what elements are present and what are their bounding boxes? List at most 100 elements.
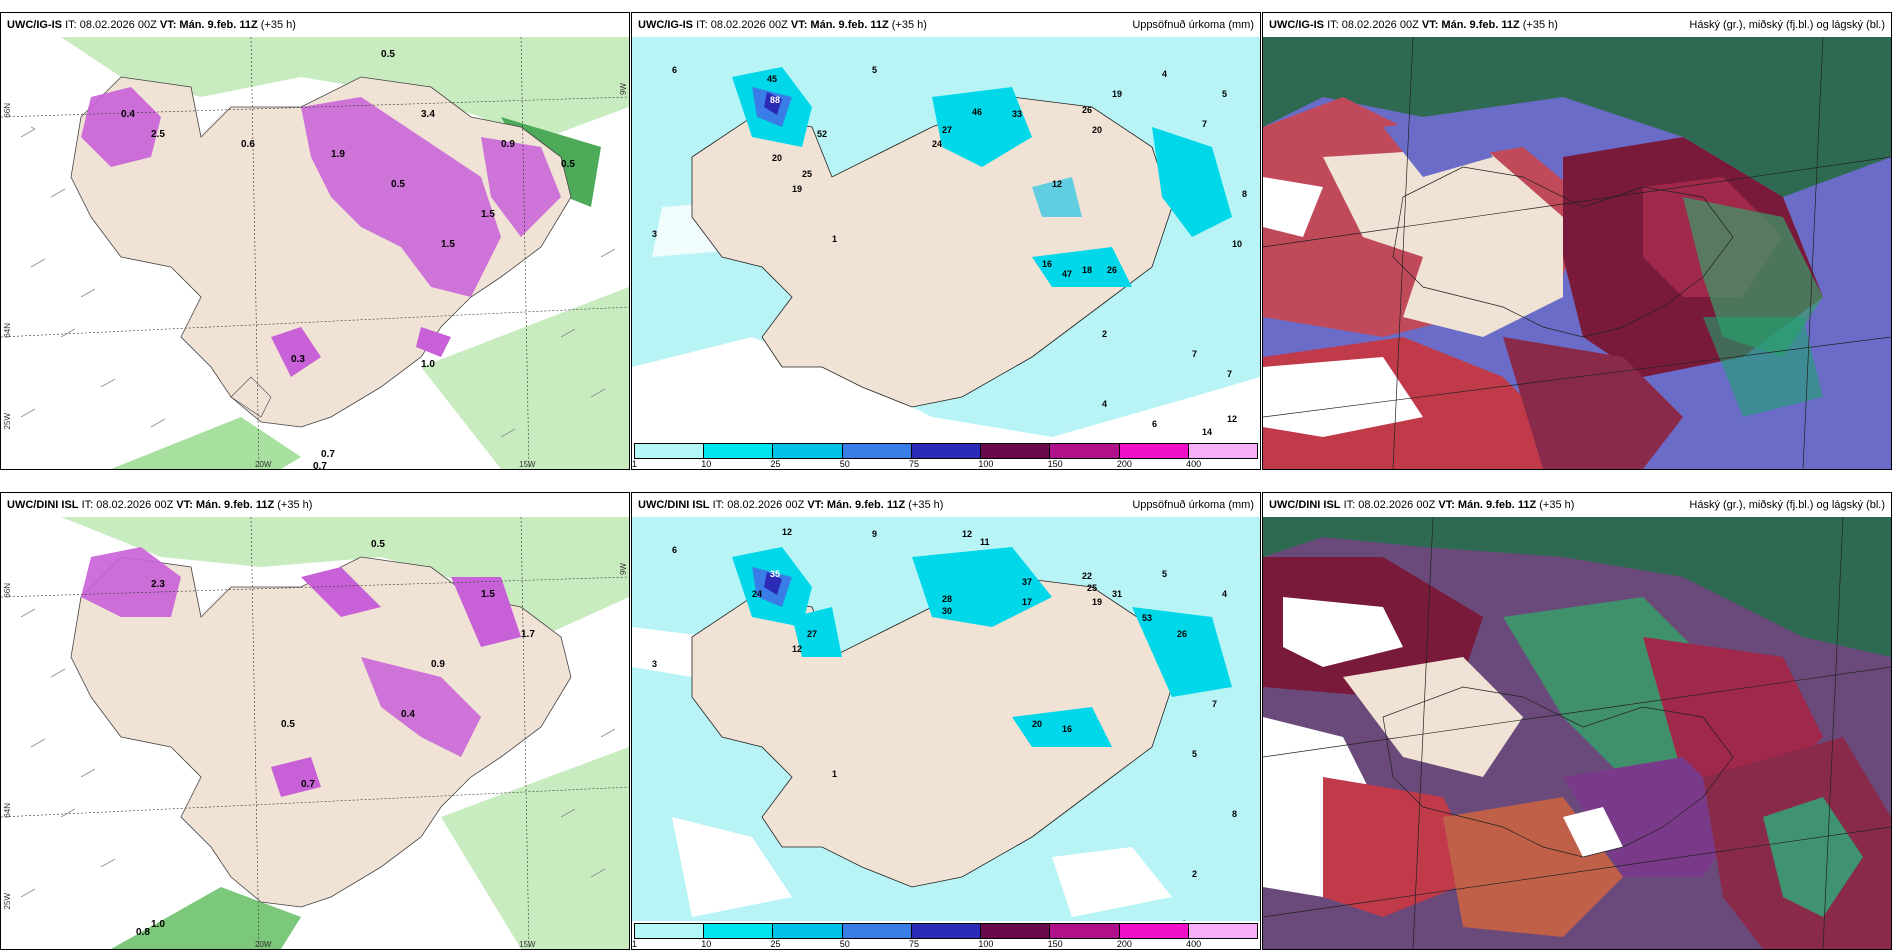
lon-label-20w: 20W (255, 460, 272, 469)
value-label: 19 (1112, 89, 1122, 99)
legend-color-bar (634, 923, 1258, 939)
legend-swatch (1050, 444, 1120, 458)
value-label: 6 (672, 545, 677, 555)
valid-time-label: VT: (807, 499, 824, 511)
value-label: 12 (792, 644, 802, 654)
legend-swatch (1188, 924, 1257, 938)
map-area (1263, 37, 1891, 469)
legend-swatch (842, 924, 912, 938)
lon-label-20w: 20W (255, 940, 272, 949)
value-label: 0.5 (391, 179, 405, 190)
lead-time: (+35 h) (260, 19, 296, 31)
value-label: 30 (942, 606, 952, 616)
value-label: 0.5 (381, 49, 395, 60)
value-label: 16 (1062, 724, 1072, 734)
map-area: 0.5 2.3 1.5 0.9 0.7 1.0 0.8 0.5 1.7 0.4 (1, 517, 629, 949)
legend-swatch (1119, 924, 1189, 938)
value-label: 0.5 (371, 539, 385, 550)
value-label: 45 (767, 74, 777, 84)
value-label: 5 (1222, 89, 1227, 99)
lead-time: (+35 h) (908, 499, 944, 511)
legend-tick: 25 (770, 939, 781, 949)
value-label: 53 (1142, 613, 1152, 623)
value-label: 4 (1162, 69, 1167, 79)
panel-header: UWC/DINI ISL IT: 08.02.2026 00Z VT: Mán.… (632, 493, 1260, 517)
model-name: UWC/DINI ISL (7, 499, 79, 511)
legend-ticks: 1 10 25 50 75 100 150 200 400 (632, 459, 1258, 469)
legend-swatch (981, 444, 1051, 458)
value-label: 9 (872, 529, 877, 539)
legend-swatch (911, 444, 982, 458)
legend-swatch (1050, 924, 1120, 938)
init-time: IT: 08.02.2026 00Z (696, 19, 788, 31)
value-label: 88 (770, 95, 780, 105)
panel-header: UWC/DINI ISL IT: 08.02.2026 00Z VT: Mán.… (1263, 493, 1891, 517)
model-name: UWC/DINI ISL (638, 499, 710, 511)
value-label: 5 (1162, 569, 1167, 579)
value-label: 35 (770, 569, 780, 579)
model-name: UWC/IG-IS (1269, 19, 1324, 31)
panel-ig-wind-precip: UWC/IG-IS IT: 08.02.2026 00Z VT: Mán. 9.… (0, 12, 630, 470)
valid-time-label: VT: (790, 19, 808, 31)
value-label: 3.4 (421, 109, 435, 120)
value-label: 24 (752, 589, 762, 599)
value-label: 22 (1082, 571, 1092, 581)
value-label: 1 (832, 234, 837, 244)
value-label: 0.4 (121, 109, 135, 120)
value-label: 14 (1202, 427, 1212, 437)
field-title: Uppsöfnuð úrkoma (mm) (1132, 499, 1254, 511)
legend-tick: 150 (1047, 459, 1063, 469)
legend-swatch (1119, 444, 1189, 458)
map-area: 0.5 0.6 2.5 1.9 3.4 0.5 1.5 0.3 1.0 0.7 … (1, 37, 629, 469)
legend-ticks: 1 10 25 50 75 100 150 200 400 (632, 939, 1258, 949)
value-label: 37 (1022, 577, 1032, 587)
value-label: 0.8 (136, 927, 150, 938)
value-label: 18 (1082, 265, 1092, 275)
legend-tick: 400 (1186, 939, 1202, 949)
value-label: 0.5 (281, 719, 295, 730)
lon-label-15w: 15W (519, 940, 536, 949)
value-label: 0.4 (401, 709, 415, 720)
valid-time: Mán. 9.feb. 11Z (179, 19, 258, 31)
value-label: 0.7 (321, 449, 335, 460)
value-label: 46 (972, 107, 982, 117)
legend-tick: 200 (1116, 459, 1132, 469)
panel-header: UWC/IG-IS IT: 08.02.2026 00Z VT: Mán. 9.… (1263, 13, 1891, 37)
lead-time: (+35 h) (277, 499, 313, 511)
value-label: 52 (817, 129, 827, 139)
value-label: 0.3 (291, 354, 305, 365)
value-label: 26 (1177, 629, 1187, 639)
panel-header: UWC/DINI ISL IT: 08.02.2026 00Z VT: Mán.… (1, 493, 629, 517)
value-label: 0.7 (301, 779, 315, 790)
valid-time: Mán. 9.feb. 11Z (195, 499, 275, 511)
legend-swatch (635, 924, 705, 938)
legend-swatch (773, 924, 843, 938)
panel-ig-clouds: UWC/IG-IS IT: 08.02.2026 00Z VT: Mán. 9.… (1262, 12, 1892, 470)
legend-tick: 75 (909, 459, 920, 469)
legend-tick: 75 (909, 939, 920, 949)
model-name: UWC/DINI ISL (1269, 499, 1341, 511)
value-label: 10 (1232, 239, 1242, 249)
value-label: 20 (1032, 719, 1042, 729)
lat-label-64n: 64N (3, 803, 12, 818)
value-label: 1.5 (481, 589, 495, 600)
value-label: 1.0 (421, 359, 435, 370)
value-label: 26 (1082, 105, 1092, 115)
legend-tick: 50 (839, 939, 850, 949)
legend-tick: 200 (1116, 939, 1132, 949)
value-label: 47 (1062, 269, 1072, 279)
value-label: 27 (807, 629, 817, 639)
value-label: 3 (652, 659, 657, 669)
lat-label-66n: 66N (3, 583, 12, 598)
field-title: Uppsöfnuð úrkoma (mm) (1132, 19, 1254, 31)
value-label: 2 (1192, 869, 1197, 879)
init-time: IT: 08.02.2026 00Z (712, 499, 805, 511)
model-name: UWC/IG-IS (638, 19, 693, 31)
value-label: 17 (1022, 597, 1032, 607)
lat-label-64n: 64N (3, 323, 12, 338)
value-label: 0.7 (313, 461, 327, 469)
lon-label-9w: 9W (619, 83, 628, 95)
precip-legend: 1 10 25 50 75 100 150 200 400 (632, 441, 1260, 469)
valid-time: Mán. 9.feb. 11Z (810, 19, 889, 31)
legend-tick: 400 (1186, 459, 1202, 469)
